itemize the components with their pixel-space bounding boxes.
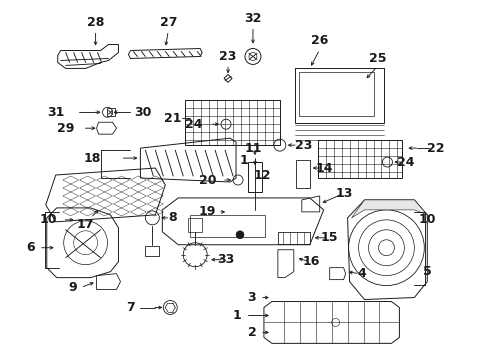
Bar [185,100,279,145]
Text: 10: 10 [418,213,435,226]
Text: 29: 29 [57,122,74,135]
Text: 24: 24 [396,156,413,168]
Text: 26: 26 [310,34,328,47]
Text: 23: 23 [219,50,236,63]
Text: 3: 3 [247,291,256,304]
Text: 21: 21 [163,112,181,125]
Text: 30: 30 [133,106,151,119]
Text: 31: 31 [47,106,64,119]
Text: 4: 4 [356,267,365,280]
Bar [317,140,402,178]
Text: 25: 25 [368,52,386,65]
Text: 6: 6 [26,241,35,254]
Bar [298,72,373,116]
Bar [294,68,384,123]
Text: 11: 11 [244,141,261,155]
Bar [247,162,262,192]
Text: 20: 20 [199,174,217,186]
Text: 8: 8 [167,211,176,224]
Text: 19: 19 [198,205,215,219]
Bar [190,215,264,237]
Text: 5: 5 [422,265,431,278]
Text: 22: 22 [426,141,443,155]
Bar [145,246,159,256]
Text: 13: 13 [335,188,352,201]
Text: 17: 17 [77,218,94,231]
Text: 14: 14 [315,162,333,175]
Bar [188,218,202,232]
Circle shape [236,231,244,239]
Bar [295,160,309,188]
Text: 2: 2 [247,326,256,339]
Text: 1: 1 [232,309,241,322]
Text: 33: 33 [217,253,234,266]
Text: 23: 23 [294,139,312,152]
Text: 27: 27 [159,16,177,29]
Text: 7: 7 [126,301,135,314]
Text: 18: 18 [84,152,101,165]
Text: 10: 10 [40,213,58,226]
Text: 9: 9 [68,281,77,294]
Text: 1: 1 [239,154,248,167]
Text: 15: 15 [320,231,338,244]
Text: 24: 24 [185,118,203,131]
Text: 32: 32 [244,12,261,25]
Polygon shape [351,200,427,218]
Text: 16: 16 [303,255,320,268]
Text: 12: 12 [253,168,270,181]
Text: 28: 28 [87,16,104,29]
